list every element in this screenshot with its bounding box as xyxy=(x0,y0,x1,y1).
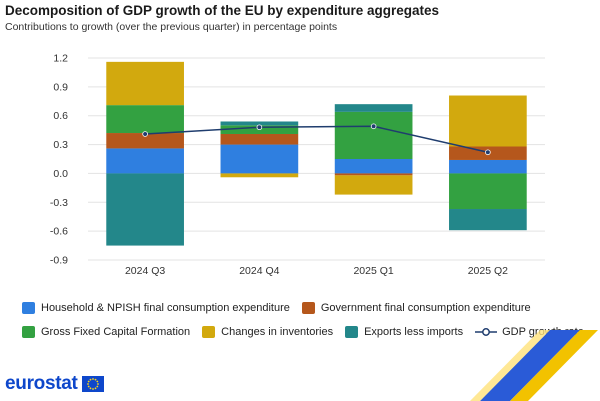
bar-segment xyxy=(449,159,527,174)
flag-star xyxy=(87,385,90,388)
legend-swatch-government xyxy=(301,302,315,314)
bar-segment xyxy=(334,104,413,112)
flag-star xyxy=(94,387,96,390)
legend-label-exports: Exports less imports xyxy=(364,326,464,338)
legend-swatch-household xyxy=(22,302,35,314)
decorative-stripes xyxy=(470,330,598,401)
stacked-bar-chart: 1.20.90.60.30.0-0.3-0.6-0.9 2024 Q3 2024 … xyxy=(50,53,545,277)
y-tick-label: 0.9 xyxy=(53,81,68,93)
flag-star xyxy=(96,383,99,385)
legend-item-household[interactable]: Household & NPISH final consumption expe… xyxy=(22,302,290,314)
y-tick-label: 0.6 xyxy=(53,110,68,122)
x-tick-label: 2024 Q3 xyxy=(125,265,165,277)
gdp-line-path xyxy=(145,125,489,153)
flag-star xyxy=(95,385,98,388)
logo-text: eurostat xyxy=(5,373,78,394)
legend-label-government: Government final consumption expenditure xyxy=(320,302,531,314)
y-tick-label: 0.3 xyxy=(53,139,68,151)
bar-segment xyxy=(449,209,527,231)
legend-swatch-inventories xyxy=(202,326,216,338)
legend: Household & NPISH final consumption expe… xyxy=(22,296,584,344)
bar-segment xyxy=(220,133,299,145)
legend-swatch-gfcf xyxy=(22,326,35,338)
eurostat-logo: eurostat xyxy=(5,373,104,395)
legend-item-gfcf[interactable]: Gross Fixed Capital Formation xyxy=(22,326,190,338)
gdp-point xyxy=(142,131,148,137)
bar-segment xyxy=(334,159,413,174)
legend-label-household: Household & NPISH final consumption expe… xyxy=(41,302,290,314)
y-tick-label: 1.2 xyxy=(53,53,68,65)
flag-star xyxy=(86,383,89,385)
bar-segment xyxy=(449,95,527,147)
x-tick-label: 2024 Q4 xyxy=(239,265,279,277)
gdp-point xyxy=(485,149,491,156)
bar-segment xyxy=(106,105,184,134)
flag-star xyxy=(89,387,91,390)
bar-segment xyxy=(220,173,299,178)
flag-star xyxy=(87,380,90,383)
bar-segment xyxy=(449,173,527,210)
x-tick-label: 2025 Q1 xyxy=(353,265,393,277)
y-tick-label: -0.6 xyxy=(50,226,68,238)
bar-segment xyxy=(220,144,299,174)
flag-star xyxy=(91,378,94,380)
bar-segment xyxy=(220,121,299,126)
bars xyxy=(106,61,527,246)
bar-segment xyxy=(334,173,413,176)
legend-item-inventories[interactable]: Changes in inventories xyxy=(202,326,333,338)
flag-star xyxy=(94,378,96,381)
y-axis: 1.2 0.9 0.6 0.3 0.0 -0.3 -0.6 -0.9 xyxy=(50,53,68,267)
bar-segment xyxy=(106,61,184,106)
x-tick-label: 2025 Q2 xyxy=(468,265,508,277)
flag-star xyxy=(89,378,91,381)
eu-flag-icon xyxy=(81,376,104,392)
legend-swatch-exports xyxy=(345,326,359,338)
y-tick-label: 0.0 xyxy=(53,168,68,180)
legend-item-government[interactable]: Government final consumption expenditure xyxy=(301,302,531,314)
legend-line-swatch-gdp xyxy=(475,328,498,336)
bar-segment xyxy=(334,111,413,159)
flag-star xyxy=(91,388,94,390)
bar-segment xyxy=(106,133,184,149)
gdp-point xyxy=(370,123,377,130)
bar-segment xyxy=(106,173,184,246)
y-tick-label: -0.3 xyxy=(50,197,68,209)
legend-label-inventories: Changes in inventories xyxy=(221,326,334,338)
y-tick-label: -0.9 xyxy=(50,255,68,267)
chart-title: Decomposition of GDP growth of the EU by… xyxy=(5,3,440,18)
x-axis: 2024 Q3 2024 Q4 2025 Q1 2025 Q2 xyxy=(125,265,508,277)
bar-segment xyxy=(106,148,184,174)
gdp-point xyxy=(256,124,263,131)
gdp-line xyxy=(142,123,491,156)
legend-item-exports[interactable]: Exports less imports xyxy=(345,326,463,338)
flag-star xyxy=(95,380,98,383)
bar-segment xyxy=(334,175,413,195)
legend-label-gfcf: Gross Fixed Capital Formation xyxy=(41,326,191,338)
chart-subtitle: Contributions to growth (over the previo… xyxy=(5,21,338,33)
